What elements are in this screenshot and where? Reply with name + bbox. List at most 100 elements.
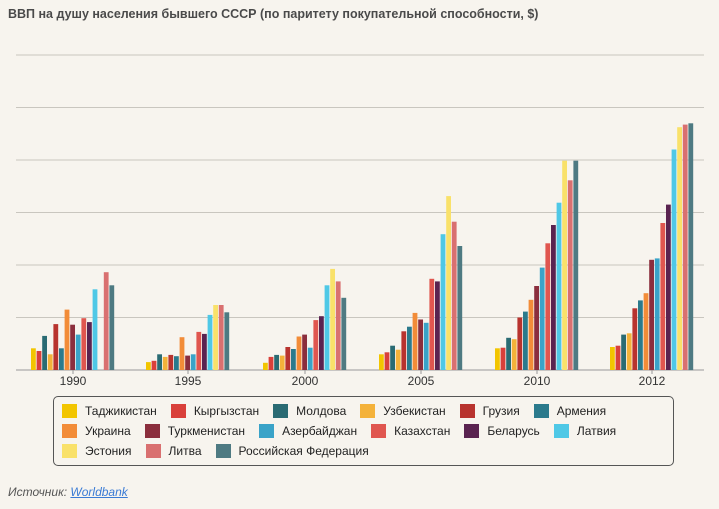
legend-label: Латвия	[576, 424, 617, 438]
bar	[157, 354, 162, 371]
x-tick-label: 1995	[175, 374, 202, 388]
bar	[285, 347, 291, 370]
bar	[59, 348, 64, 370]
bar	[429, 278, 435, 370]
legend-entry: Российская Федерация	[215, 441, 369, 461]
bar	[146, 362, 151, 370]
bar	[643, 293, 649, 370]
bar	[291, 349, 296, 370]
bar	[495, 348, 500, 370]
legend-entry: Грузия	[459, 401, 520, 421]
bar	[500, 347, 506, 370]
source-link[interactable]: Worldbank	[70, 485, 128, 499]
legend-label: Армения	[556, 404, 607, 418]
bar	[632, 308, 638, 370]
bar	[279, 355, 285, 370]
bar	[435, 281, 440, 370]
legend-swatch	[145, 444, 161, 458]
bar	[307, 347, 313, 370]
bar	[162, 356, 168, 370]
bar	[649, 259, 654, 371]
bar	[196, 331, 202, 370]
bar	[638, 300, 643, 370]
legend-swatch	[144, 424, 160, 438]
legend-label: Казахстан	[394, 424, 451, 438]
bar	[682, 124, 688, 370]
bar	[36, 351, 42, 370]
bar	[610, 347, 615, 370]
bar	[395, 349, 401, 370]
bar	[457, 246, 463, 370]
x-tick-label: 1990	[60, 374, 87, 388]
bar	[335, 281, 341, 370]
bar	[666, 204, 671, 370]
bar	[268, 356, 274, 370]
legend-swatch	[553, 424, 569, 438]
x-tick-labels: 1990 1995 2000 2005 2010 2012	[60, 370, 666, 388]
bar	[274, 354, 279, 370]
legend-entry: Кыргызстан	[170, 401, 260, 421]
x-tick-label: 2010	[524, 374, 551, 388]
legend-label: Грузия	[482, 404, 520, 418]
legend-entry: Литва	[145, 441, 202, 461]
legend-label: Беларусь	[487, 424, 540, 438]
bar	[567, 180, 573, 370]
source-note: Источник: Worldbank	[8, 485, 128, 499]
legend-swatch	[215, 444, 231, 458]
bar	[64, 309, 70, 370]
legend-entry: Узбекистан	[360, 401, 446, 421]
bar	[263, 362, 268, 370]
bar	[341, 297, 347, 370]
legend-entry: Эстония	[62, 441, 132, 461]
legend-swatch	[360, 404, 376, 418]
bar	[418, 319, 423, 370]
legend-swatch	[273, 404, 289, 418]
legend-label: Молдова	[296, 404, 347, 418]
legend-label: Азербайджан	[282, 424, 358, 438]
bar	[53, 324, 59, 370]
bar	[47, 354, 53, 371]
legend-entry: Армения	[533, 401, 607, 421]
bar	[42, 335, 47, 370]
bar	[562, 160, 567, 370]
chart-plot: 1990 1995 2000 2005 2010 2012	[16, 54, 704, 388]
legend-swatch	[464, 424, 480, 438]
bar	[190, 354, 196, 371]
legend-entry: Казахстан	[371, 421, 450, 441]
legend-swatch	[371, 424, 387, 438]
bar	[179, 337, 185, 370]
bar	[70, 324, 75, 370]
bar	[677, 127, 682, 370]
legend-label: Кыргызстан	[193, 404, 260, 418]
legend-swatch	[259, 424, 275, 438]
bar	[511, 339, 517, 370]
legend-entry: Азербайджан	[259, 421, 357, 441]
bar	[654, 258, 660, 370]
bar	[621, 334, 626, 370]
bar	[539, 267, 545, 370]
bar	[319, 316, 324, 370]
bar	[390, 345, 395, 370]
bar	[660, 223, 666, 370]
bar	[688, 123, 694, 371]
bar	[615, 345, 621, 370]
bar	[401, 331, 407, 370]
bar	[517, 317, 523, 370]
bar	[75, 334, 81, 370]
bar	[296, 336, 302, 370]
bar	[330, 268, 335, 370]
bar	[534, 286, 539, 370]
bar	[185, 355, 190, 370]
bar	[202, 333, 207, 370]
bar	[573, 160, 579, 370]
bar	[87, 322, 92, 370]
legend-entry: Туркменистан	[144, 421, 245, 441]
bar	[224, 312, 230, 371]
bar	[446, 196, 451, 370]
bar	[506, 337, 511, 370]
legend-swatch	[62, 444, 77, 458]
bar	[556, 202, 562, 370]
bar	[324, 285, 330, 370]
bar	[92, 289, 98, 370]
x-tick-label: 2000	[292, 374, 319, 388]
